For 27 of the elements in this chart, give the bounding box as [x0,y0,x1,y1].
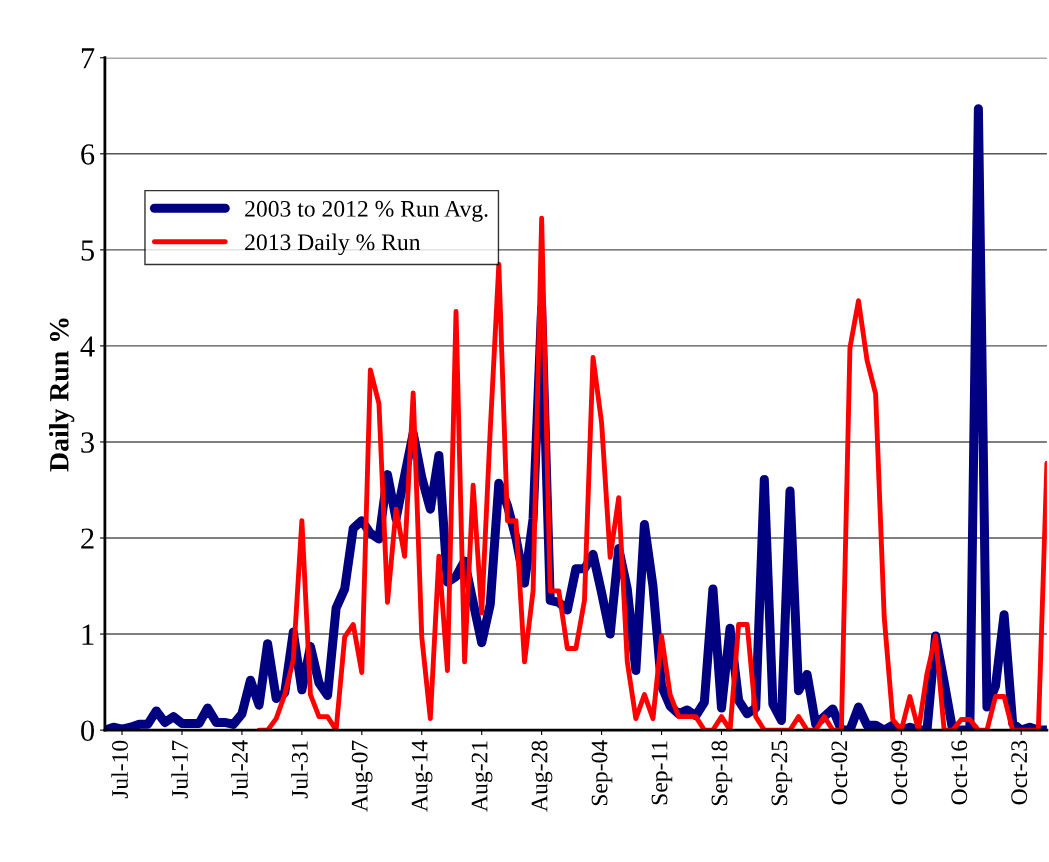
x-tick-label: Sep-18 [711,740,733,806]
x-tick-label: Oct-02 [831,741,848,805]
x-tick-label: Aug-07 [351,740,373,812]
legend-label: 2013 Daily % Run [245,233,421,256]
x-tick-label: Aug-28 [531,740,553,812]
x-tick-label: Jul-17 [171,740,188,799]
x-tick-label: Jul-24 [231,740,248,799]
y-tick-label: 1 [82,624,94,645]
y-tick-label: 7 [81,48,95,69]
y-tick-label: 0 [81,720,95,742]
y-tick-label: 6 [81,144,95,165]
x-tick-label: Jul-31 [291,741,308,799]
y-tick-label: 4 [80,336,95,357]
x-tick-label: Sep-11 [651,741,673,805]
x-tick-label: Jul-10 [111,740,128,799]
x-tick-label: Oct-16 [951,740,968,805]
y-tick-label: 3 [81,432,94,453]
y-tick-label: 5 [81,240,94,261]
y-axis-title: Daily Run % [49,318,75,472]
legend-label: 2003 to 2012 % Run Avg. [245,200,488,222]
x-tick-label: Sep-04 [591,740,613,806]
x-tick-label: Oct-09 [891,740,908,805]
x-tick-label: Sep-25 [771,740,793,806]
x-tick-label: Oct-23 [1011,740,1028,805]
y-tick-label: 2 [81,528,94,549]
x-tick-label: Aug-21 [471,741,493,812]
x-tick-label: Aug-14 [411,740,433,812]
